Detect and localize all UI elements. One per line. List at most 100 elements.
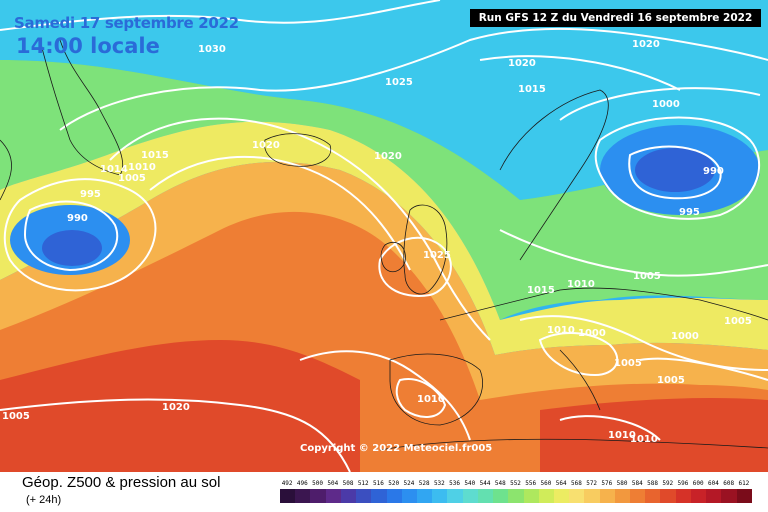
forecast-date: Samedi 17 septembre 2022 bbox=[14, 14, 239, 32]
legend-scale-label: 560 bbox=[540, 480, 552, 487]
legend-scale-label: 608 bbox=[723, 480, 735, 487]
legend-color-swatch bbox=[325, 489, 341, 503]
legend-scale-label: 612 bbox=[738, 480, 750, 487]
legend-scale-label: 584 bbox=[631, 480, 643, 487]
isobar-contours bbox=[0, 0, 768, 472]
isobar-label: 1005 bbox=[657, 375, 685, 386]
coastline-italy bbox=[559, 349, 601, 411]
isobar-label: 1015 bbox=[141, 150, 169, 161]
isobar-label: 1005 bbox=[2, 411, 30, 422]
coastline-uk bbox=[403, 204, 448, 295]
legend-color-swatch bbox=[416, 489, 433, 503]
coastline-ireland bbox=[380, 241, 406, 273]
legend-color-swatch bbox=[462, 489, 478, 503]
legend-scale-labels: 492 496 500 504 508 512 516 520 524 528 532 536 540 5… bbox=[280, 480, 752, 488]
isobar-label: 1025 bbox=[423, 250, 451, 261]
isobar-labels: 1030 1025 1020 1020 1020 1020 1015 1014 … bbox=[2, 39, 752, 445]
copyright: Copyright © 2022 Meteociel.fr005 bbox=[300, 443, 493, 454]
legend-color-swatch bbox=[280, 489, 296, 503]
legend-scale-label: 592 bbox=[662, 480, 674, 487]
legend-color-swatch bbox=[508, 489, 524, 503]
legend-color-swatch bbox=[371, 489, 387, 503]
run-info: Run GFS 12 Z du Vendredi 16 septembre 20… bbox=[470, 9, 761, 27]
legend-color-swatch bbox=[736, 489, 752, 503]
isobar-label: 1015 bbox=[518, 84, 546, 95]
isobar-label: 1010 bbox=[128, 162, 156, 173]
legend-color-swatch bbox=[675, 489, 691, 503]
coastline-greenland bbox=[39, 39, 124, 176]
isobar-label: 1020 bbox=[374, 151, 402, 162]
isobar-label: 1010 bbox=[567, 279, 595, 290]
isobar bbox=[639, 357, 768, 381]
z500-band-cyan bbox=[0, 0, 768, 200]
isobar bbox=[299, 350, 471, 441]
isobar bbox=[594, 116, 761, 220]
legend-color-swatch bbox=[477, 489, 494, 503]
isobar-label: 1030 bbox=[198, 44, 226, 55]
isobar bbox=[0, 0, 441, 31]
legend-color-swatch bbox=[569, 489, 585, 503]
coastline-iceland bbox=[264, 133, 332, 167]
isobar bbox=[519, 315, 768, 371]
legend-scale-label: 604 bbox=[708, 480, 719, 487]
legend-scale-label: 540 bbox=[464, 480, 476, 487]
legend-scale-label: 528 bbox=[418, 480, 430, 487]
isobar-label: 1005 bbox=[614, 358, 642, 369]
isobar-label: 1015 bbox=[527, 285, 555, 296]
legend-color-swatch bbox=[447, 489, 463, 503]
legend-color-swatch bbox=[614, 489, 631, 503]
legend-scale-label: 512 bbox=[357, 480, 369, 487]
coastline-europe bbox=[439, 287, 768, 321]
isobar-label: 995 bbox=[80, 189, 101, 200]
legend-color-swatch bbox=[340, 489, 357, 503]
coastline-iberia bbox=[389, 353, 483, 426]
isobar-label: 1010 bbox=[547, 325, 575, 336]
legend-color-swatch bbox=[599, 489, 615, 503]
isobar-label: 1020 bbox=[632, 39, 660, 50]
z500-band-green bbox=[0, 60, 768, 320]
isobar bbox=[59, 27, 768, 131]
coastline-canada bbox=[0, 139, 12, 201]
legend-scale-label: 576 bbox=[601, 480, 613, 487]
legend-scale-label: 588 bbox=[647, 480, 658, 487]
isobar bbox=[628, 145, 722, 200]
isobar-label: 1010 bbox=[630, 434, 658, 445]
isobar bbox=[395, 378, 447, 418]
isobar bbox=[3, 178, 157, 292]
isobar-label: 1000 bbox=[578, 328, 606, 339]
isobar bbox=[559, 415, 661, 441]
isobar bbox=[538, 332, 619, 377]
legend-scale-label: 508 bbox=[342, 480, 354, 487]
legend-scale-label: 536 bbox=[449, 480, 461, 487]
coastline-scandinavia bbox=[499, 89, 609, 261]
legend-color-swatch bbox=[538, 489, 554, 503]
isobar-label: 1020 bbox=[508, 58, 536, 69]
legend-color-swatch bbox=[721, 489, 737, 503]
legend-color-swatch bbox=[310, 489, 326, 503]
legend-scale-label: 600 bbox=[692, 480, 704, 487]
legend-panel: Géop. Z500 & pression au sol (+ 24h) 492… bbox=[0, 472, 768, 512]
isobar-label: 1025 bbox=[385, 77, 413, 88]
legend-color-swatch bbox=[386, 489, 402, 503]
isobar-label: 995 bbox=[679, 207, 700, 218]
legend-color-swatch bbox=[706, 489, 722, 503]
legend-colorbar bbox=[280, 489, 752, 503]
legend-scale-label: 568 bbox=[570, 480, 582, 487]
low-west-core bbox=[42, 230, 102, 266]
legend-color-swatch bbox=[432, 489, 448, 503]
legend-color-swatch bbox=[356, 489, 372, 503]
legend-scale-label: 500 bbox=[312, 480, 323, 487]
isobar bbox=[23, 200, 119, 272]
legend-scale-label: 492 bbox=[281, 480, 293, 487]
legend-scale-label: 516 bbox=[373, 480, 384, 487]
isobar bbox=[499, 229, 768, 277]
isobar bbox=[559, 87, 761, 121]
legend-scale-label: 524 bbox=[403, 480, 415, 487]
legend-scale-label: 572 bbox=[586, 480, 598, 487]
isobar-label: 1010 bbox=[417, 394, 445, 405]
isobar bbox=[0, 398, 351, 472]
legend-scale-label: 548 bbox=[494, 480, 506, 487]
legend-scale-label: 504 bbox=[327, 480, 339, 487]
legend-color-swatch bbox=[690, 489, 707, 503]
legend-color-swatch bbox=[645, 489, 661, 503]
